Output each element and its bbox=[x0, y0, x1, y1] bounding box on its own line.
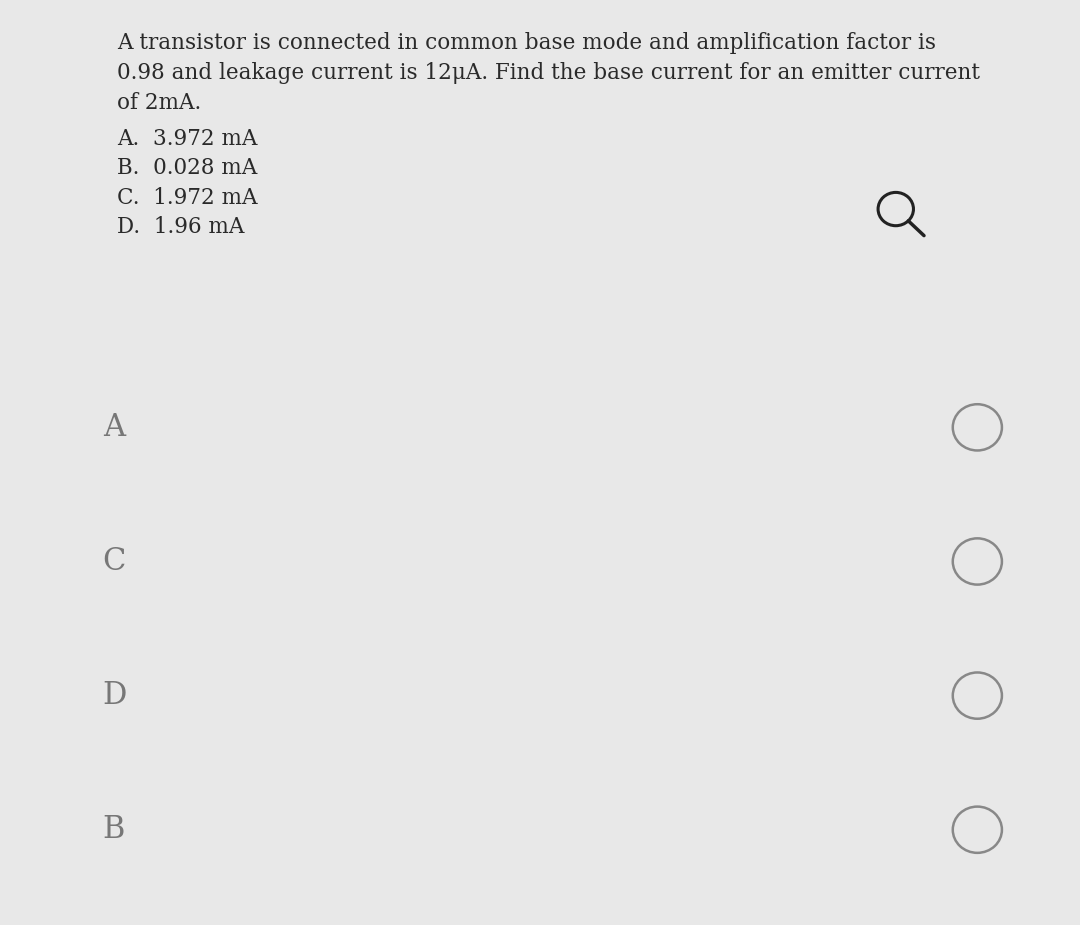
Text: A.  3.972 mA: A. 3.972 mA bbox=[118, 128, 258, 150]
Text: C.  1.972 mA: C. 1.972 mA bbox=[118, 187, 258, 209]
Text: C: C bbox=[103, 546, 126, 577]
Text: B: B bbox=[103, 814, 125, 845]
Text: A: A bbox=[103, 412, 125, 443]
Text: B.  0.028 mA: B. 0.028 mA bbox=[118, 157, 258, 179]
Text: 0.98 and leakage current is 12μA. Find the base current for an emitter current: 0.98 and leakage current is 12μA. Find t… bbox=[118, 62, 981, 84]
Text: A transistor is connected in common base mode and amplification factor is: A transistor is connected in common base… bbox=[118, 32, 936, 55]
Text: D.  1.96 mA: D. 1.96 mA bbox=[118, 216, 245, 239]
Text: D: D bbox=[103, 680, 127, 711]
Text: of 2mA.: of 2mA. bbox=[118, 92, 202, 114]
